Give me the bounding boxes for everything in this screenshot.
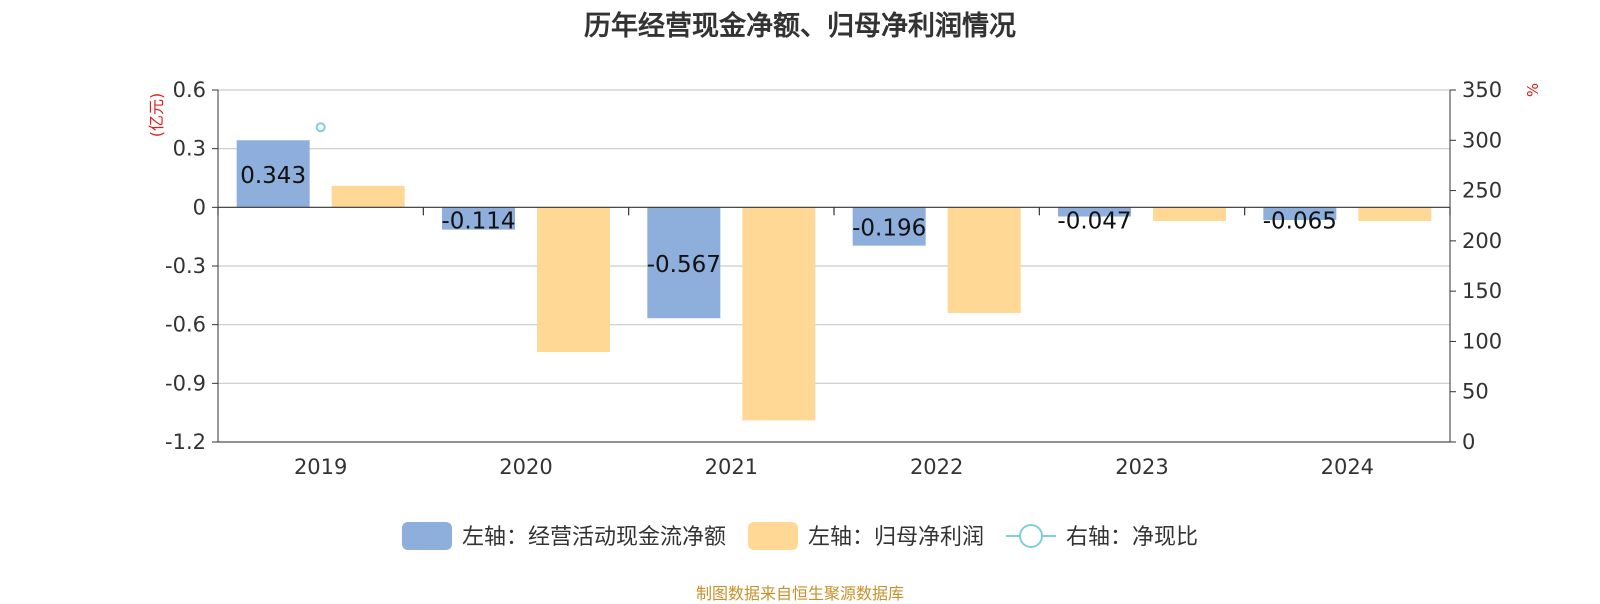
bar-cash-flow [647, 207, 721, 319]
bar-net-profit [947, 207, 1021, 313]
bar-net-profit [331, 185, 405, 208]
axis-layer: 0.6 0.3 0 -0.3 -0.6 -0.9 -1.2 (亿元) 350 300 250 200 1… [147, 78, 1542, 479]
left-axis-tick-label: 0 [193, 195, 206, 219]
bars-layer [236, 140, 1432, 421]
label-layer: 0.343 -0.114 -0.567 -0.196 -0.047 -0.065 [240, 163, 1337, 278]
bar-net-profit [537, 207, 610, 353]
legend-label: 左轴：归母净利润 [808, 525, 984, 550]
legend-item: 左轴：归母净利润 [748, 522, 984, 550]
right-axis-tick-label: 300 [1462, 128, 1502, 152]
left-axis-tick-label: 0.6 [173, 78, 206, 102]
chart-title: 历年经营现金净额、归母净利润情况 [584, 11, 1016, 42]
bar-cash-flow [1263, 207, 1337, 221]
bar-data-label: 0.343 [240, 163, 306, 189]
line-point-ratio [315, 122, 326, 133]
left-axis-tick-label: -1.2 [165, 430, 206, 454]
bar-data-label: -0.196 [852, 215, 926, 241]
bar-data-label: -0.065 [1263, 208, 1337, 234]
bar-cash-flow [236, 140, 310, 208]
legend-swatch-net-profit [748, 522, 798, 550]
right-axis-tick-label: 100 [1462, 329, 1502, 353]
left-axis-unit-label: (亿元) [147, 93, 166, 138]
legend-swatch-marker [1019, 524, 1043, 548]
bar-net-profit [1153, 207, 1226, 222]
bar-cash-flow [1058, 207, 1131, 217]
legend-item: 右轴：净现比 [1006, 524, 1198, 550]
right-axis-tick-label: 250 [1462, 179, 1502, 203]
right-axis-tick-label: 150 [1462, 279, 1502, 303]
bar-cash-flow [442, 207, 515, 230]
bar-data-label: -0.114 [441, 208, 515, 234]
legend-swatch-cash-flow [402, 522, 452, 550]
grid-layer [218, 89, 1450, 443]
bar-data-label: -0.047 [1057, 208, 1131, 234]
right-axis-tick-label: 50 [1462, 380, 1489, 404]
x-axis-tick-label: 2019 [294, 455, 347, 479]
x-axis-tick-label: 2023 [1115, 455, 1168, 479]
x-axis-tick-label: 2024 [1321, 455, 1374, 479]
right-axis-unit-label: % [1524, 83, 1542, 97]
bar-net-profit [1358, 207, 1432, 222]
right-axis-tick-label: 0 [1462, 430, 1475, 454]
legend-item: 左轴：经营活动现金流净额 [402, 522, 726, 550]
bar-cash-flow [852, 207, 926, 246]
line-layer [315, 122, 326, 133]
bar-data-label: -0.567 [647, 252, 721, 278]
x-axis-tick-label: 2022 [910, 455, 963, 479]
left-axis-tick-label: -0.3 [165, 254, 206, 278]
bar-net-profit [742, 207, 816, 421]
legend: 左轴：经营活动现金流净额 左轴：归母净利润 右轴：净现比 [402, 522, 1198, 550]
x-axis-tick-label: 2021 [705, 455, 758, 479]
right-axis-tick-label: 350 [1462, 78, 1502, 102]
left-axis-tick-label: -0.6 [165, 313, 206, 337]
legend-label: 右轴：净现比 [1066, 525, 1198, 550]
legend-label: 左轴：经营活动现金流净额 [462, 525, 726, 550]
x-axis-tick-label: 2020 [499, 455, 552, 479]
left-axis-tick-label: -0.9 [165, 371, 206, 395]
left-axis-tick-label: 0.3 [173, 137, 206, 161]
chart-source: 制图数据来自恒生聚源数据库 [695, 584, 904, 603]
right-axis-tick-label: 200 [1462, 229, 1502, 253]
